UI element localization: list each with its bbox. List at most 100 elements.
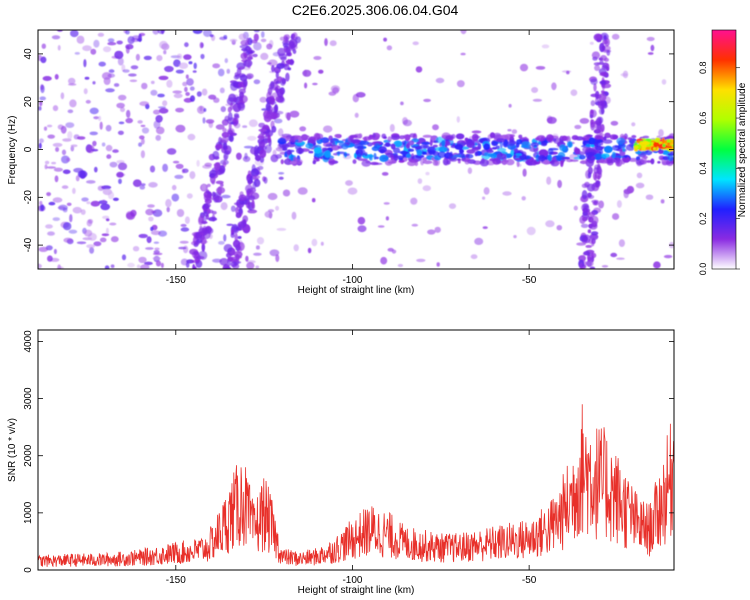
heatmap-cell [246, 74, 252, 80]
heatmap-cell [601, 90, 605, 94]
heatmap-cell [226, 223, 234, 226]
heatmap-cell [583, 234, 591, 244]
heatmap-cell [196, 159, 200, 167]
heatmap-cell [601, 65, 609, 70]
heatmap-cell [513, 235, 517, 239]
heatmap-cell [542, 159, 550, 165]
heatmap-cell [62, 222, 72, 231]
heatmap-cell [138, 256, 147, 264]
heatmap-cell [571, 135, 579, 141]
heatmap-cell [271, 65, 275, 73]
heatmap-cell [98, 61, 106, 67]
heatmap-cell [390, 155, 395, 160]
heatmap-cell [470, 254, 478, 260]
heatmap-cell [449, 158, 458, 162]
heatmap-cell [540, 142, 548, 147]
heatmap-cell [646, 160, 652, 163]
heatmap-cell [599, 71, 607, 76]
heatmap-cell [176, 53, 183, 60]
heatmap-cell [239, 95, 248, 104]
heatmap-cell [226, 128, 235, 136]
heatmap-cell [371, 146, 380, 152]
heatmap-cell [593, 83, 597, 92]
heatmap-cell [256, 237, 265, 245]
heatmap-cell [357, 225, 367, 233]
heatmap-cell [561, 135, 568, 141]
heatmap-cell [298, 138, 303, 142]
heatmap-cell [295, 139, 299, 142]
heatmap-cell [184, 86, 188, 92]
heatmap-cell [547, 154, 552, 162]
heatmap-cell [277, 137, 287, 145]
heatmap-cell [428, 150, 436, 155]
heatmap-cell [223, 244, 233, 253]
heatmap-cell [574, 148, 581, 155]
heatmap-cell [80, 209, 86, 215]
heatmap-cell [667, 153, 674, 156]
heatmap-cell [286, 52, 291, 57]
heatmap-cell [175, 163, 184, 169]
heatmap-cell [138, 233, 148, 239]
heatmap-cell [112, 197, 119, 201]
heatmap-cell [130, 65, 139, 70]
heatmap-cell [415, 66, 423, 73]
heatmap-cell [227, 256, 234, 261]
heatmap-cell [383, 143, 392, 147]
heatmap-cell [667, 142, 671, 146]
heatmap-cell [593, 142, 602, 147]
heatmap-cell [282, 42, 289, 48]
heatmap-cell [42, 76, 52, 81]
heatmap-cell [397, 263, 404, 268]
heatmap-cell [535, 66, 546, 70]
heatmap-cell [373, 152, 377, 160]
heatmap-cell [553, 138, 564, 145]
heatmap-cell [446, 160, 451, 165]
heatmap-cell [328, 135, 333, 141]
heatmap-cell [136, 264, 141, 269]
heatmap-cell [474, 135, 481, 139]
heatmap-cell [82, 45, 92, 52]
heatmap-cell [235, 212, 242, 219]
heatmap-cell [45, 224, 53, 229]
heatmap-cell [585, 158, 594, 168]
heatmap-cell [74, 52, 81, 55]
heatmap-cell [254, 145, 260, 155]
heatmap-cell [145, 208, 155, 216]
heatmap-cell [72, 187, 76, 194]
heatmap-cell [158, 106, 166, 109]
heatmap-cell [616, 137, 626, 145]
heatmap-cell [487, 153, 494, 158]
heatmap-cell [581, 137, 588, 141]
heatmap-cell [122, 69, 130, 73]
heatmap-cell [663, 254, 673, 259]
heatmap-cell [117, 162, 128, 171]
heatmap-cell [603, 35, 607, 40]
heatmap-cell [579, 262, 583, 269]
heatmap-cell [70, 144, 78, 148]
heatmap-cell [205, 203, 211, 208]
heatmap-cell [665, 159, 674, 166]
heatmap-cell [277, 96, 285, 104]
heatmap-cell [456, 116, 460, 123]
heatmap-cell [618, 239, 626, 248]
heatmap-cell [299, 126, 307, 132]
heatmap-cell [204, 199, 212, 204]
heatmap-cell [76, 35, 85, 44]
heatmap-cell [249, 52, 253, 60]
heatmap-cell [453, 154, 462, 158]
heatmap-cell [381, 133, 387, 139]
heatmap-cell [285, 46, 291, 56]
heatmap-cell [662, 143, 666, 148]
heatmap-cell [530, 159, 538, 166]
heatmap-cell [107, 42, 117, 46]
heatmap-cell [631, 122, 636, 127]
heatmap-cell [240, 52, 247, 60]
heatmap-cell [114, 50, 124, 60]
heatmap-cell [237, 221, 247, 228]
heatmap-cell [159, 40, 168, 49]
heatmap-cell [553, 161, 562, 164]
heatmap-cell [536, 135, 546, 142]
heatmap-cell [519, 63, 529, 72]
heatmap-cell [61, 149, 67, 156]
